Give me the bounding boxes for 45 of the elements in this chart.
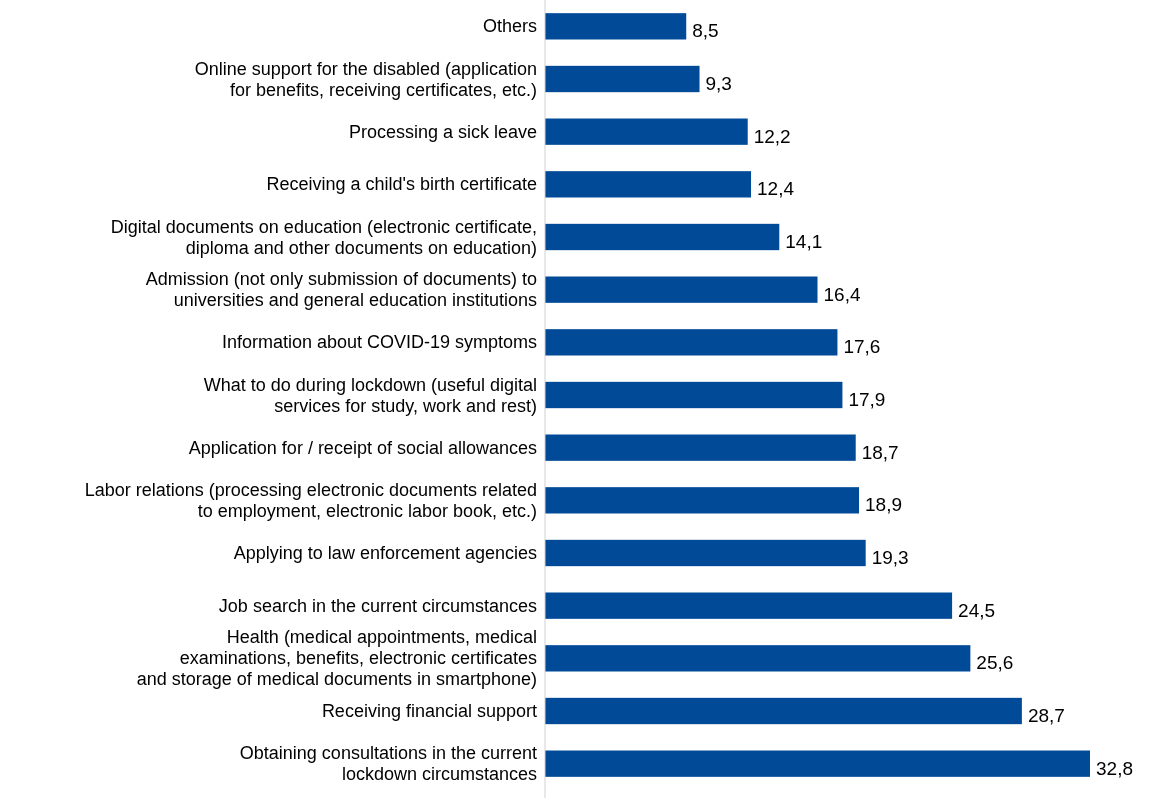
data-label: 14,1 bbox=[785, 231, 823, 252]
bar bbox=[545, 13, 687, 40]
bar bbox=[545, 171, 752, 198]
data-label: 12,2 bbox=[753, 125, 791, 147]
bar bbox=[545, 223, 780, 251]
bar bbox=[545, 592, 953, 619]
data-label: 8,5 bbox=[692, 20, 719, 42]
bar bbox=[545, 645, 971, 672]
y-tick-label: Receiving financial support bbox=[321, 701, 537, 721]
y-tick-label: Health (medical appointments, medical examinations, benefits, electronic certificates and storage of medical documents in smartphone) bbox=[136, 627, 537, 690]
y-tick-label: Digital documents on education (electronic certificate, diploma and other documents on education) bbox=[110, 216, 537, 258]
data-label: 19,3 bbox=[871, 547, 909, 568]
y-tick-label: What to do during lockdown (useful digital services for study, work and rest) bbox=[203, 374, 537, 416]
data-label: 17,9 bbox=[848, 389, 886, 410]
y-tick-label: Application for / receipt of social allowances bbox=[188, 437, 537, 458]
bar bbox=[545, 381, 843, 409]
data-label: 9,3 bbox=[705, 73, 732, 94]
bar bbox=[545, 487, 860, 514]
y-tick-label: Information about COVID-19 symptoms bbox=[221, 332, 537, 353]
y-tick-label: Online support for the disabled (application for benefits, receiving certificates, etc.) bbox=[194, 58, 537, 100]
y-tick-label: Labor relations (processing electronic documents related to employment, electronic labor book, etc.) bbox=[84, 479, 537, 521]
y-tick-label: Processing a sick leave bbox=[348, 121, 537, 142]
data-label: 12,4 bbox=[757, 178, 795, 200]
data-label: 32,8 bbox=[1096, 757, 1133, 779]
y-tick-label: Obtaining consultations in the current lockdown circumstances bbox=[239, 743, 537, 785]
data-label: 17,6 bbox=[843, 336, 881, 358]
data-label: 28,7 bbox=[1027, 705, 1065, 726]
data-label: 18,7 bbox=[861, 441, 899, 463]
y-tick-label: Others bbox=[482, 16, 537, 37]
bar bbox=[545, 697, 1022, 725]
bar bbox=[545, 329, 838, 356]
y-tick-label: Admission (not only submission of documents) to universities and general education institutions bbox=[145, 269, 537, 311]
bar bbox=[545, 539, 866, 567]
bar bbox=[545, 750, 1090, 777]
y-tick-label: Job search in the current circumstances bbox=[218, 595, 537, 616]
data-label: 16,4 bbox=[823, 283, 861, 305]
bar bbox=[545, 276, 818, 303]
data-label: 25,6 bbox=[976, 652, 1014, 674]
bar bbox=[545, 118, 748, 145]
bar bbox=[545, 65, 700, 93]
y-tick-label: Receiving a child's birth certificate bbox=[266, 174, 537, 195]
bar bbox=[545, 434, 856, 461]
data-label: 24,5 bbox=[958, 599, 996, 621]
y-tick-label: Applying to law enforcement agencies bbox=[233, 543, 537, 563]
data-label: 18,9 bbox=[865, 494, 903, 516]
